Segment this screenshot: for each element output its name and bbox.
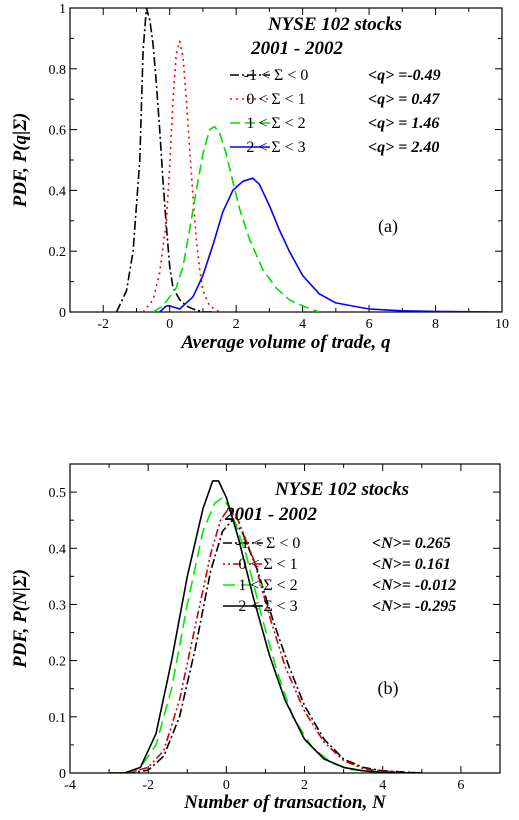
legend-series-stat: <q> = 2.40: [368, 139, 439, 156]
x-tick-label: -2: [142, 778, 154, 793]
x-tick-label: 2: [301, 778, 308, 793]
legend-series-stat: <q> = 1.46: [368, 115, 439, 132]
legend-series-name: 1 < Σ < 2: [246, 115, 305, 132]
series-line-3: [109, 480, 422, 773]
series-line-1: [109, 508, 422, 773]
panel-label: (a): [378, 216, 398, 237]
x-tick-label: 0: [166, 317, 173, 332]
legend-series-name: 0 < Σ < 1: [246, 91, 305, 108]
legend-series-stat: <q> =-0.49: [368, 67, 441, 84]
legend-series-stat: <N>= 0.161: [372, 556, 451, 573]
x-tick-label: 8: [432, 317, 439, 332]
y-axis-label: PDF, P(q|Σ): [10, 113, 31, 209]
panel-label: (b): [378, 678, 399, 699]
y-axis-label: PDF, P(N|Σ): [10, 569, 31, 669]
y-tick-label: 0.2: [49, 655, 67, 670]
legend-series-name: 1 < Σ < 2: [238, 577, 297, 594]
series-line-0: [115, 8, 213, 312]
chart-subtitle: 2001 - 2002: [224, 504, 317, 525]
x-tick-label: 6: [457, 778, 464, 793]
y-tick-label: 0: [59, 767, 66, 782]
x-tick-label: 2: [233, 317, 240, 332]
y-tick-label: 1: [59, 2, 66, 17]
x-axis-label: Average volume of trade, q: [180, 332, 391, 353]
y-tick-label: 0: [59, 306, 66, 321]
y-tick-label: 0.4: [49, 184, 67, 199]
y-tick-label: 0.1: [49, 711, 67, 726]
x-axis-label: Number of transaction, N: [183, 792, 387, 813]
y-tick-label: 0.6: [49, 124, 67, 139]
x-tick-label: -4: [64, 778, 76, 793]
x-tick-label: -2: [97, 317, 109, 332]
legend-series-stat: <N>= 0.265: [372, 535, 451, 552]
y-tick-label: 0.4: [49, 542, 67, 557]
legend-series-stat: <N>= -0.012: [372, 577, 456, 594]
legend-series-name: 2 < Σ < 3: [238, 598, 297, 615]
series-line-1: [142, 40, 220, 312]
series-line-3: [159, 177, 502, 312]
y-tick-label: 0.2: [49, 245, 67, 260]
x-tick-label: 6: [366, 317, 373, 332]
x-tick-label: 4: [299, 317, 306, 332]
x-tick-label: 0: [223, 778, 230, 793]
chart-title: NYSE 102 stocks: [274, 479, 409, 500]
series-line-2: [152, 125, 320, 312]
y-tick-label: 0.8: [49, 63, 67, 78]
series-line-0: [109, 519, 422, 773]
legend-series-stat: <N>= -0.295: [372, 598, 456, 615]
legend-series-stat: <q> = 0.47: [368, 91, 440, 108]
chart-title: NYSE 102 stocks: [267, 14, 402, 35]
y-tick-label: 0.5: [49, 486, 67, 501]
chart-subtitle: 2001 - 2002: [250, 38, 343, 59]
x-tick-label: 4: [379, 778, 386, 793]
legend-series-name: 0 < Σ < 1: [238, 556, 297, 573]
legend-series-name: 2 < Σ < 3: [246, 139, 305, 156]
legend-series-name: -1 < Σ < 0: [236, 535, 301, 552]
plot-frame-1: [69, 463, 501, 774]
legend-series-name: -1 < Σ < 0: [244, 67, 309, 84]
x-tick-label: 10: [495, 317, 509, 332]
y-tick-label: 0.3: [49, 598, 67, 613]
